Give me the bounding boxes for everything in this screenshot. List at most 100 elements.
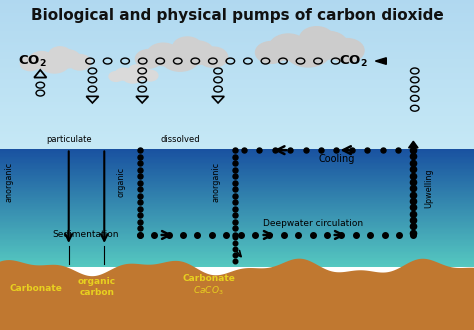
Point — [136, 213, 144, 218]
Point — [280, 232, 288, 238]
Point — [271, 148, 279, 153]
Polygon shape — [409, 141, 418, 148]
Point — [410, 173, 417, 178]
Point — [193, 232, 201, 238]
Point — [410, 198, 417, 204]
Point — [394, 148, 402, 153]
Point — [317, 148, 325, 153]
Polygon shape — [375, 58, 386, 64]
Text: dissolved: dissolved — [160, 135, 200, 144]
Circle shape — [109, 72, 123, 82]
Point — [237, 232, 245, 238]
Point — [231, 234, 238, 240]
Text: Sedimentation: Sedimentation — [52, 230, 118, 239]
Circle shape — [136, 50, 162, 68]
Point — [222, 232, 230, 238]
Circle shape — [29, 51, 54, 69]
Circle shape — [129, 65, 144, 76]
Point — [323, 232, 331, 238]
Point — [395, 232, 403, 238]
Point — [231, 193, 238, 198]
Point — [179, 232, 187, 238]
Point — [410, 148, 417, 153]
Point — [136, 226, 144, 231]
Circle shape — [199, 47, 228, 67]
Point — [231, 187, 238, 192]
Text: Carbonate: Carbonate — [9, 284, 62, 293]
Point — [240, 148, 248, 153]
Circle shape — [69, 54, 91, 70]
Point — [286, 148, 294, 153]
Point — [136, 154, 144, 159]
Point — [136, 174, 144, 179]
Text: anorganic: anorganic — [211, 161, 220, 202]
Point — [410, 230, 417, 235]
Point — [231, 174, 238, 179]
Point — [410, 179, 417, 184]
Point — [294, 232, 302, 238]
Point — [337, 232, 345, 238]
Point — [410, 205, 417, 210]
Point — [136, 219, 144, 224]
Point — [136, 206, 144, 212]
Point — [231, 154, 238, 159]
Circle shape — [330, 39, 364, 62]
Point — [381, 232, 388, 238]
Point — [208, 232, 216, 238]
Circle shape — [173, 37, 202, 57]
Polygon shape — [0, 259, 474, 330]
Point — [265, 232, 273, 238]
Point — [136, 161, 144, 166]
Point — [136, 187, 144, 192]
Point — [231, 200, 238, 205]
Point — [150, 232, 158, 238]
Point — [136, 180, 144, 185]
Point — [136, 148, 144, 153]
Point — [255, 148, 263, 153]
Point — [333, 148, 340, 153]
Point — [165, 232, 173, 238]
Point — [231, 252, 238, 257]
Circle shape — [308, 31, 348, 59]
Circle shape — [40, 52, 69, 73]
Circle shape — [147, 43, 179, 66]
Point — [231, 180, 238, 185]
Circle shape — [122, 69, 143, 83]
Point — [231, 246, 238, 251]
Point — [231, 258, 238, 263]
Circle shape — [55, 50, 81, 68]
Point — [231, 167, 238, 172]
Text: Cooling: Cooling — [319, 154, 355, 164]
Point — [136, 232, 144, 238]
Point — [364, 148, 371, 153]
Text: anorganic: anorganic — [4, 161, 13, 202]
Text: particulate: particulate — [46, 135, 91, 144]
Point — [410, 224, 417, 229]
Point — [309, 232, 316, 238]
Point — [231, 219, 238, 224]
Point — [410, 211, 417, 216]
Text: Biological and physical pumps of carbon dioxide: Biological and physical pumps of carbon … — [31, 8, 443, 23]
Point — [136, 193, 144, 198]
Point — [352, 232, 360, 238]
Circle shape — [161, 44, 200, 71]
Circle shape — [49, 47, 71, 62]
Point — [410, 154, 417, 159]
Point — [136, 167, 144, 172]
Circle shape — [269, 34, 307, 60]
Point — [410, 160, 417, 165]
Point — [410, 167, 417, 172]
Text: Carbonate
$CaCO_3$: Carbonate $CaCO_3$ — [182, 274, 235, 297]
Text: $\bf{CO_2}$: $\bf{CO_2}$ — [339, 53, 368, 69]
Point — [231, 161, 238, 166]
Circle shape — [133, 67, 151, 80]
Point — [379, 148, 386, 153]
Point — [366, 232, 374, 238]
Point — [410, 148, 417, 153]
Point — [136, 232, 144, 238]
Text: Deepwater circulation: Deepwater circulation — [263, 219, 363, 228]
Point — [302, 148, 310, 153]
Circle shape — [20, 56, 41, 71]
Circle shape — [115, 68, 132, 80]
Point — [231, 206, 238, 212]
